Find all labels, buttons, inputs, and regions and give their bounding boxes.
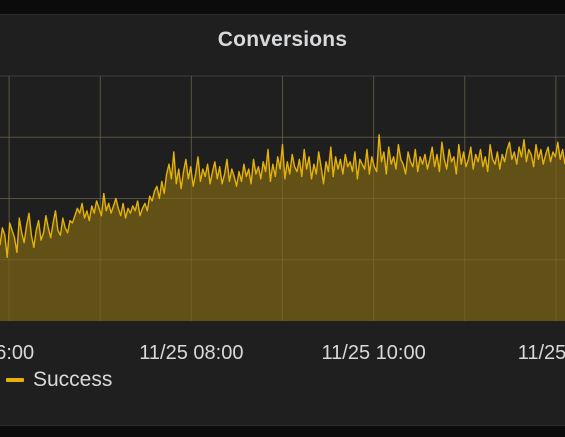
legend-swatch-success [6,378,24,382]
x-tick-label-1: 11/25 08:00 [139,342,243,364]
x-tick-label-0: 06:00 [0,342,34,364]
area-fill-success [0,134,565,321]
x-tick-label-2: 11/25 10:00 [322,342,426,364]
area-series-success [0,76,565,321]
x-axis: 06:00 11/25 08:00 11/25 10:00 11/25 12 [0,342,565,364]
panel-title[interactable]: Conversions [217,28,348,51]
line-success [0,134,565,258]
legend-label-success[interactable]: Success [33,368,113,391]
legend: Success [6,368,112,392]
x-tick-label-3: 11/25 12 [518,342,565,364]
